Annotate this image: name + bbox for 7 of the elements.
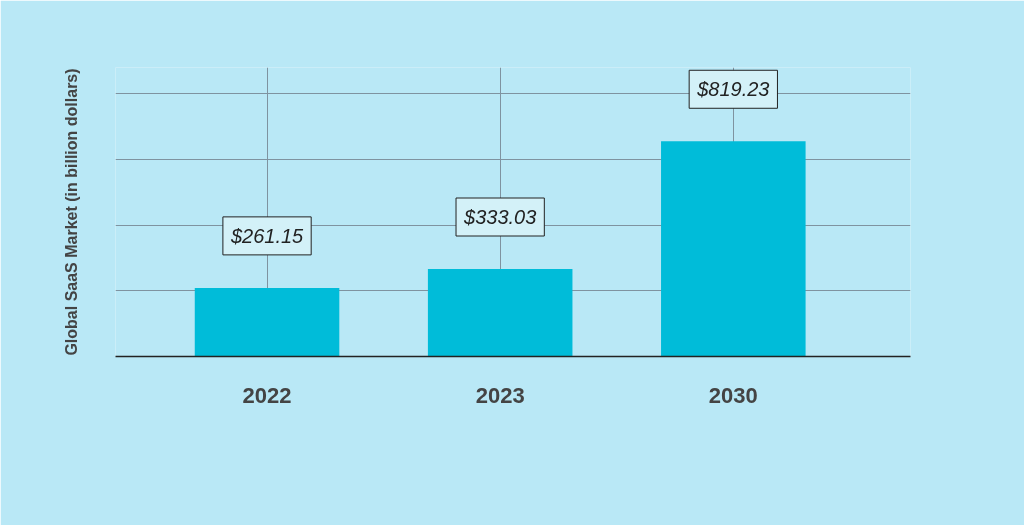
data-label: $261.15 xyxy=(229,224,305,247)
data-label: $333.03 xyxy=(463,206,537,228)
x-tick-label: 2022 xyxy=(242,382,292,408)
data-label: $819.23 xyxy=(696,78,770,101)
x-tick-label: 2030 xyxy=(708,382,758,408)
y-axis-title: Global SaaS Market (in billion dollars) xyxy=(62,68,80,356)
x-tick-label: 2023 xyxy=(475,382,525,408)
